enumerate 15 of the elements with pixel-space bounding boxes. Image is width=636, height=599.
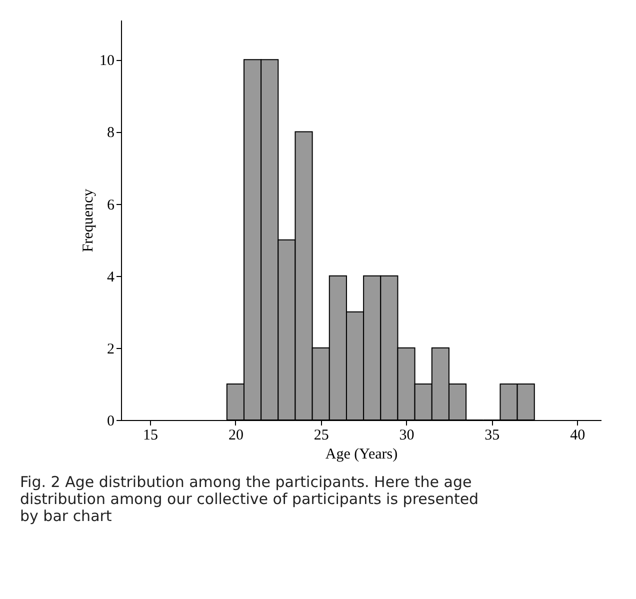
y-tick-label: 0 [107,414,114,430]
caption: Fig. 2 Age distribution among the participants. Here the age distribution among our collective of participants is presented by bar chart [20,473,479,525]
y-tick-label: 4 [107,269,115,286]
x-tick-label: 15 [143,428,158,444]
x-tick-label: 40 [570,428,586,444]
x-tick-label: 35 [484,428,500,444]
x-tick-label: 25 [314,428,329,444]
x-axis-title: Age (Years) [325,446,398,462]
y-tick-label: 2 [107,341,114,358]
y-tick-label: 6 [107,197,115,214]
y-axis-title: Frequency [80,188,96,252]
y-tick-label: 10 [100,53,114,70]
x-tick-label: 30 [399,428,414,444]
x-tick-label: 20 [228,428,244,444]
y-tick-label: 8 [107,125,114,142]
